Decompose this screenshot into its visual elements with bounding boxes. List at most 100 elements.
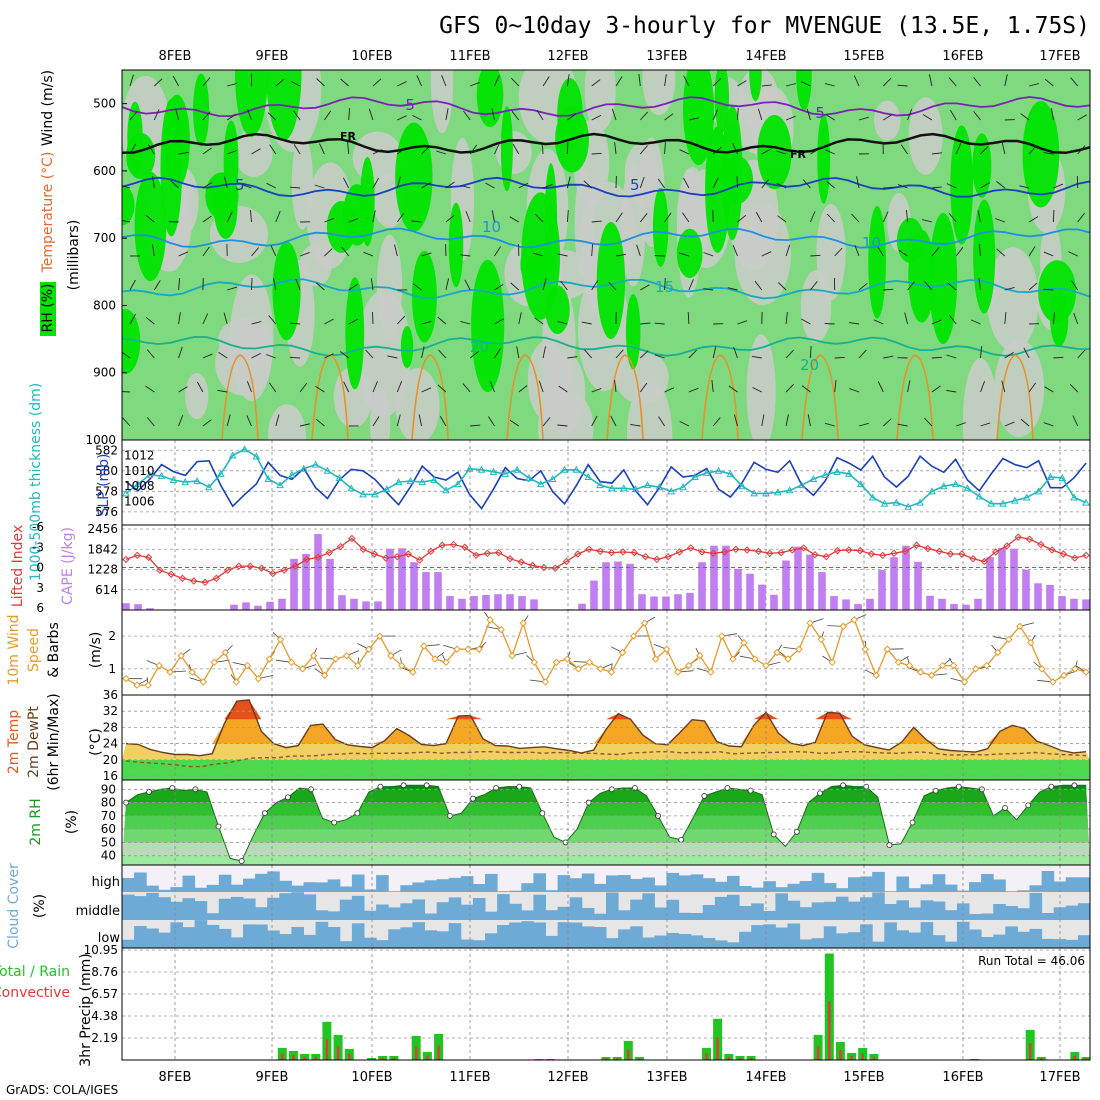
date-tick-label: 14FEB <box>745 1070 786 1085</box>
cloud-cover-bar <box>255 874 268 892</box>
cloud-cover-bar <box>255 907 268 920</box>
cape-bar <box>1034 583 1042 610</box>
cape-bar <box>614 562 622 611</box>
cloud-cover-bar <box>1030 893 1043 920</box>
cloud-cover-bar <box>981 937 994 948</box>
cape-bar <box>278 599 286 610</box>
rh-marker <box>632 785 637 790</box>
cloud-cover-bar <box>316 910 329 920</box>
cape-bar <box>890 557 898 610</box>
cloud-cover-bar <box>703 905 716 920</box>
pressure-tick: 500 <box>93 97 116 111</box>
cloud-cover-bar <box>449 897 462 920</box>
rh-moist-area <box>205 172 238 219</box>
wind-speed-marker <box>851 617 857 623</box>
rh-dry-area <box>185 373 208 419</box>
cloud-cover-bar <box>376 905 389 921</box>
cloud-cover-bar <box>340 941 353 948</box>
thickness-line <box>126 449 1086 507</box>
cloud-cover-bar <box>425 880 438 892</box>
wind-speed-marker <box>675 669 681 675</box>
precip-tick: 8.76 <box>91 965 118 979</box>
date-tick-label: 13FEB <box>646 49 687 64</box>
cape-bar <box>854 604 862 610</box>
cloud-cover-bar <box>291 892 304 920</box>
cloud-cover-bar <box>909 933 922 949</box>
cape-bar <box>134 604 142 610</box>
cloud-cover-bar <box>691 935 704 948</box>
precip-convective-bar <box>1074 1056 1076 1060</box>
temp-cool-band <box>122 760 1090 780</box>
slp-tick: 1010 <box>124 464 155 478</box>
rh-dry-area <box>370 388 390 460</box>
cloud-cover-bar <box>739 906 752 920</box>
wind-10m-panel: 1210m Wind Speed & Barbs (m/s) <box>6 610 1090 695</box>
wind-speed-marker <box>719 633 725 639</box>
cloud-cover-bar <box>618 910 631 920</box>
cloud-cover-bar <box>207 885 220 892</box>
cape-bar <box>578 604 586 610</box>
contour-label: 5 <box>630 176 640 194</box>
date-tick-label: 14FEB <box>745 49 786 64</box>
cloud-cover-bar <box>352 923 365 948</box>
temp-tick: 32 <box>103 704 118 718</box>
precip-legend-total: Total / Rain <box>0 964 70 980</box>
rh-marker <box>910 820 915 825</box>
cloud-cover-bar <box>170 902 183 920</box>
cloud-cover-bar <box>122 940 135 948</box>
cloud-cover-bar <box>437 879 450 892</box>
cloud-cover-bar <box>909 888 922 892</box>
cloud-cover-bar <box>667 873 680 892</box>
rh-tick: 70 <box>101 809 116 823</box>
cloud-cover-bar <box>739 886 752 892</box>
rh-marker <box>170 785 175 790</box>
cloud-cover-bar <box>1042 939 1055 948</box>
date-tick-label: 13FEB <box>646 1070 687 1085</box>
cloud-cover-bar <box>957 903 970 920</box>
cloud-cover-bar <box>703 938 716 948</box>
rh-axis-label: RH (%) <box>40 284 56 333</box>
cloud-cover-bar <box>279 893 292 920</box>
precip-convective-bar <box>281 1053 283 1060</box>
wind-speed-marker <box>609 669 615 675</box>
date-tick-label: 12FEB <box>547 1070 588 1085</box>
date-tick-label: 11FEB <box>449 1070 490 1085</box>
cloud-cover-bar <box>630 926 643 948</box>
rh-tick: 40 <box>101 849 116 863</box>
cloud-cover-bar <box>473 940 486 948</box>
cloud-cover-bar <box>836 933 849 948</box>
wind-speed-line <box>126 620 1086 685</box>
cloud-cover-panel: highmiddlelowCloud Cover (%) <box>6 863 1091 949</box>
cloud-cover-bar <box>630 879 643 892</box>
cloud-cover-bar <box>255 925 268 949</box>
precip-tick: 4.38 <box>91 1009 118 1023</box>
cloud-cover-bar <box>1030 885 1043 892</box>
cloud-cover-bar <box>582 908 595 920</box>
contour-label: 20 <box>800 356 819 374</box>
cloud-cover-bar <box>134 896 147 920</box>
cloud-cover-bar <box>122 895 135 920</box>
temperature-axis-label: Temperature (°C) <box>40 152 56 274</box>
cape-bar <box>458 599 466 610</box>
cloud-cover-bar <box>860 897 873 920</box>
rh-marker <box>841 783 846 788</box>
cloud-cover-bar <box>848 877 861 892</box>
cloud-cover-bar <box>570 878 583 892</box>
rh-tick: 90 <box>101 782 116 796</box>
pressure-tick: 800 <box>93 298 116 312</box>
wind-speed-marker <box>1061 672 1067 678</box>
cape-bar <box>242 602 250 610</box>
cloud-cover-bar <box>412 899 425 920</box>
contour-label: 5 <box>235 176 245 194</box>
cloud-cover-bar <box>412 883 425 893</box>
contour-label: FR <box>340 130 357 143</box>
cloud-cover-bar <box>775 887 788 892</box>
precip-convective-bar <box>817 1046 819 1060</box>
cape-bar <box>770 595 778 610</box>
rh-moist-area <box>327 201 356 253</box>
rh-marker <box>285 795 290 800</box>
cloud-cover-bar <box>715 897 728 920</box>
rh-2m-panel: 4050607080902m RH (%) <box>28 780 1090 865</box>
cloud-cover-bar <box>812 938 825 948</box>
rh-marker <box>517 784 522 789</box>
